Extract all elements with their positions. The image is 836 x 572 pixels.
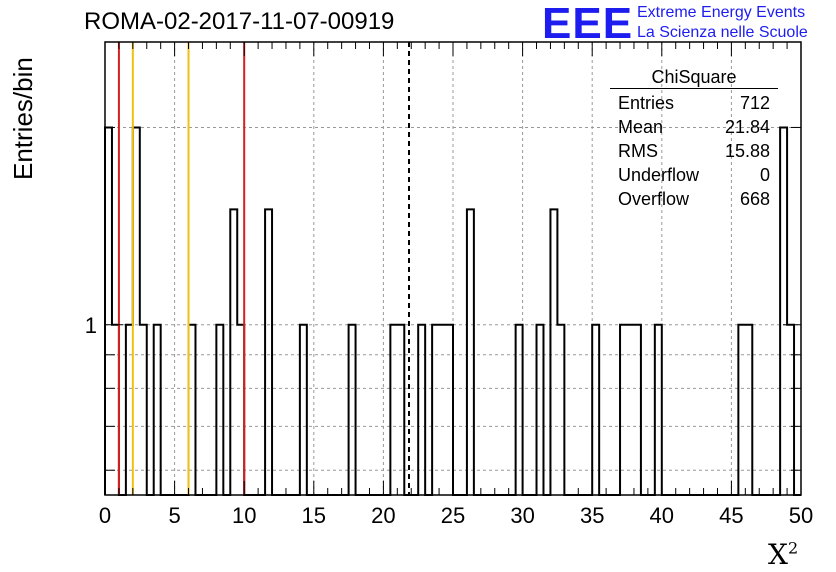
eee-logo-text: Extreme Energy Events La Scienza nelle S… — [637, 3, 808, 43]
x-axis-label: X2 — [768, 538, 798, 571]
histogram-bin — [300, 325, 307, 495]
histogram-bin — [189, 325, 196, 495]
stats-value: 0 — [759, 165, 770, 185]
x-tick-label: 25 — [441, 503, 465, 528]
histogram-bin — [237, 325, 244, 495]
x-tick-label: 0 — [99, 503, 111, 528]
histogram-bin — [418, 325, 425, 495]
histogram-bin — [390, 325, 397, 495]
stats-label: Underflow — [618, 165, 700, 185]
histogram-bin — [265, 209, 272, 495]
eee-logo-mark: EEE — [542, 0, 634, 48]
stats-label: RMS — [618, 141, 658, 161]
stats-row-overflow: Overflow 668 — [610, 187, 778, 211]
histogram-bin — [537, 325, 544, 495]
histogram-bin — [230, 209, 237, 495]
stats-label: Mean — [618, 117, 664, 137]
histogram-bin — [126, 325, 133, 495]
histogram-bin — [620, 325, 627, 495]
x-tick-label: 50 — [789, 503, 813, 528]
x-tick-label: 30 — [510, 503, 534, 528]
stats-row-underflow: Underflow 0 — [610, 163, 778, 187]
stats-label: Entries — [618, 93, 675, 113]
histogram-bin — [592, 325, 599, 495]
stats-row-mean: Mean 21.84 — [610, 115, 778, 139]
stats-row-entries: Entries 712 — [610, 91, 778, 115]
x-axis-label-sup: 2 — [787, 538, 799, 558]
histogram-bin — [627, 325, 634, 495]
stats-value: 712 — [739, 93, 770, 113]
histogram-bin — [446, 325, 453, 495]
x-tick-label: 10 — [232, 503, 256, 528]
y-tick-label: 1 — [85, 313, 97, 338]
histogram-bin — [516, 325, 523, 495]
stats-value: 21.84 — [724, 117, 770, 137]
histogram-bin — [467, 209, 474, 495]
histogram-bin — [634, 325, 641, 495]
x-tick-label: 20 — [371, 503, 395, 528]
histogram-bin — [655, 325, 662, 495]
histogram-bin — [780, 127, 787, 495]
x-axis-label-base: X — [768, 538, 788, 571]
stats-value: 668 — [739, 189, 770, 209]
histogram-bin — [349, 325, 356, 495]
histogram-bin — [154, 325, 161, 495]
stats-row-rms: RMS 15.88 — [610, 139, 778, 163]
histogram-bin — [787, 325, 794, 495]
x-tick-label: 35 — [580, 503, 604, 528]
histogram-bin — [432, 325, 439, 495]
stats-value: 15.88 — [724, 141, 770, 161]
x-tick-label: 5 — [168, 503, 180, 528]
histogram-bin — [105, 127, 112, 495]
stats-rows: Entries 712 Mean 21.84 RMS 15.88 Underflow 0 Ove… — [610, 91, 778, 211]
histogram-bin — [557, 325, 564, 495]
histogram-bin — [133, 127, 140, 495]
histogram-bin — [550, 209, 557, 495]
histogram-bin — [745, 325, 752, 495]
logo-line-2: La Scienza nelle Scuole — [637, 24, 808, 41]
stats-label: Overflow — [618, 189, 690, 209]
histogram-bin — [216, 325, 223, 495]
histogram-bin — [140, 325, 147, 495]
stats-box: ChiSquare Entries 712 Mean 21.84 RMS 15.88 Und… — [610, 66, 778, 211]
histogram-bin — [112, 325, 119, 495]
chart-title: ROMA-02-2017-11-07-00919 — [84, 8, 395, 35]
x-tick-label: 15 — [302, 503, 326, 528]
x-tick-label: 45 — [719, 503, 743, 528]
histogram-bin — [439, 325, 446, 495]
logo-line-1: Extreme Energy Events — [637, 4, 806, 21]
x-tick-label: 40 — [650, 503, 674, 528]
histogram-bin — [397, 325, 404, 495]
histogram-bin — [738, 325, 745, 495]
stats-title: ChiSquare — [610, 66, 778, 89]
